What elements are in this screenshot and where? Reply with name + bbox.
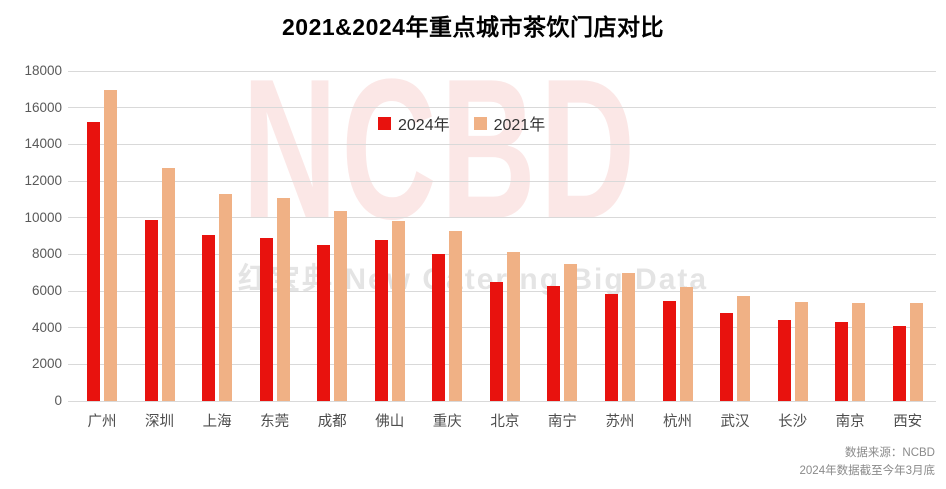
legend-item-2024: 2024年 <box>378 111 450 135</box>
y-axis-tick-label: 6000 <box>31 283 62 298</box>
bar-2021 <box>794 302 808 401</box>
legend-swatch-2021-icon <box>473 116 487 130</box>
x-axis-category-label: 成都 <box>317 414 347 430</box>
bar-2024 <box>87 122 100 401</box>
x-axis-category-label: 北京 <box>490 414 520 430</box>
bar-2021 <box>679 287 693 401</box>
y-axis-tick-label: 14000 <box>24 136 62 152</box>
y-axis-tick-label: 16000 <box>24 99 62 115</box>
bar-2024 <box>317 245 331 401</box>
y-axis-tick-label: 12000 <box>24 173 62 188</box>
x-axis-category-label: 苏州 <box>605 414 635 430</box>
bar-2021 <box>506 251 520 401</box>
gridline <box>68 180 936 182</box>
x-axis-category-label: 南京 <box>835 414 865 430</box>
x-axis-category-label: 西安 <box>893 414 923 430</box>
bar-2021 <box>621 272 635 401</box>
bar-2021 <box>161 168 175 401</box>
data-source: 数据来源：NCBD 2024年数据截至今年3月底 <box>800 445 935 481</box>
legend-label-2021: 2021年 <box>493 117 546 134</box>
bar-2024 <box>835 322 849 401</box>
bar-2024 <box>489 281 503 401</box>
bar-2021 <box>909 302 923 401</box>
legend: 2024年 2021年 <box>378 111 545 135</box>
x-axis-category-label: 深圳 <box>145 414 175 430</box>
legend-label-2024: 2024年 <box>398 117 450 134</box>
gridline <box>68 217 936 219</box>
bar-2024 <box>259 237 273 401</box>
bar-2021 <box>334 211 348 401</box>
bar-2021 <box>391 221 405 401</box>
legend-item-2021: 2021年 <box>473 111 546 135</box>
bar-2024 <box>604 293 618 401</box>
gridline <box>68 400 936 402</box>
bar-2024 <box>374 239 388 401</box>
gridline <box>68 253 936 255</box>
bar-2024 <box>777 320 791 401</box>
x-axis-category-label: 上海 <box>202 414 232 430</box>
data-source-line1: 数据来源：NCBD <box>844 447 935 460</box>
bar-2021 <box>852 302 866 401</box>
y-axis-tick-label: 2000 <box>31 356 62 372</box>
bar-2024 <box>720 313 734 401</box>
x-axis-category-label: 佛山 <box>375 414 405 430</box>
bar-2024 <box>432 254 446 401</box>
y-axis-tick-label: 4000 <box>31 319 62 335</box>
gridline <box>68 70 936 72</box>
gridline <box>68 107 936 109</box>
x-axis-category-label: 南宁 <box>547 414 577 430</box>
bar-2024 <box>202 235 216 401</box>
bar-2021 <box>564 263 578 401</box>
data-source-line2: 2024年数据截至今年3月底 <box>799 465 935 478</box>
y-axis-tick-label: 0 <box>54 393 62 408</box>
watermark-ncbd: NCBD <box>242 38 640 261</box>
bar-2024 <box>144 220 158 401</box>
bar-2021 <box>276 197 290 401</box>
x-axis-category-label: 长沙 <box>778 414 808 430</box>
gridline <box>68 143 936 145</box>
bar-2021 <box>737 295 751 401</box>
x-axis-category-label: 广州 <box>87 414 117 430</box>
bar-2021 <box>449 231 463 401</box>
bar-2024 <box>892 325 906 401</box>
y-axis-tick-label: 8000 <box>31 246 62 262</box>
bar-2021 <box>219 193 233 401</box>
x-axis-category-label: 武汉 <box>720 414 750 430</box>
x-axis-category-label: 东莞 <box>260 414 290 430</box>
chart-title: 2021&2024年重点城市茶饮门店对比 <box>282 14 664 40</box>
x-axis-category-label: 杭州 <box>663 414 692 430</box>
y-axis-tick-label: 10000 <box>24 209 62 225</box>
bar-2024 <box>662 301 676 401</box>
bar-2024 <box>547 285 561 401</box>
x-axis-category-label: 重庆 <box>432 414 462 430</box>
bar-2021 <box>104 90 117 401</box>
legend-swatch-2024-icon <box>378 116 391 130</box>
y-axis-tick-label: 18000 <box>24 63 62 78</box>
